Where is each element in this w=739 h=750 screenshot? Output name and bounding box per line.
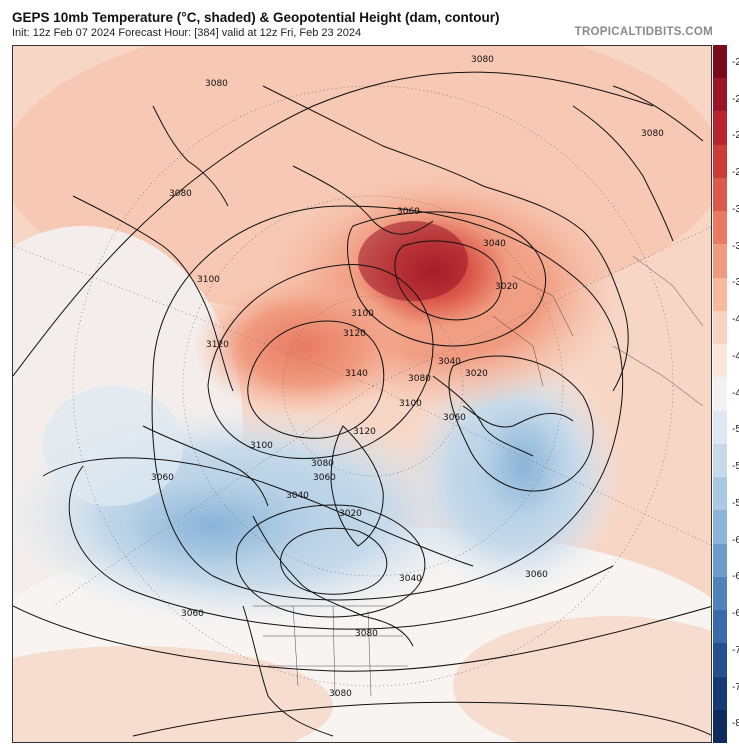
- colorbar-tick-label: -4: [732, 314, 739, 326]
- colorbar-tick-label: -5: [732, 497, 739, 509]
- colorbar-tick-label: -7: [732, 644, 739, 656]
- height-contours: [13, 71, 711, 737]
- contour-label: 3020: [339, 509, 362, 519]
- contour-label: 3100: [399, 399, 422, 409]
- colorbar-swatch: [713, 45, 727, 79]
- colorbar-tick-label: -7: [732, 681, 739, 693]
- contour-labels: 3080 3080 3080 3080 3060 3040 3020 3100 …: [151, 55, 664, 699]
- contour-label: 3100: [197, 275, 220, 285]
- contour-label: 3080: [355, 629, 378, 639]
- colorbar-tick-label: -4: [732, 350, 739, 362]
- contour-label: 3060: [525, 570, 548, 580]
- colorbar-tick-label: -3: [732, 240, 739, 252]
- graticule: [13, 85, 711, 687]
- header: GEPS 10mb Temperature (°C, shaded) & Geo…: [0, 0, 739, 44]
- colorbar-swatch: [713, 244, 727, 279]
- colorbar-tick-label: -4: [732, 387, 739, 399]
- colorbar-swatch: [713, 111, 727, 146]
- contour-label: 3080: [408, 374, 431, 384]
- colorbar-swatch: [713, 443, 727, 478]
- colorbar-tick-label: -6: [732, 608, 739, 620]
- contour-label: 3080: [205, 79, 228, 89]
- contour-label: 3120: [353, 427, 376, 437]
- contour-label: 3060: [151, 473, 174, 483]
- contour-label: 3080: [471, 55, 494, 65]
- contour-label: 3140: [345, 369, 368, 379]
- colorbar-tick-label: -3: [732, 203, 739, 215]
- contour-label: 3040: [399, 574, 422, 584]
- site-brand[interactable]: TROPICALTIDBITS.COM: [574, 26, 713, 38]
- map-panel: 3080 3080 3080 3080 3060 3040 3020 3100 …: [12, 45, 712, 743]
- colorbar-swatch: [713, 410, 727, 445]
- contour-label: 3120: [343, 329, 366, 339]
- colorbar-swatch: [713, 610, 727, 644]
- colorbar-swatch: [713, 211, 727, 245]
- colorbar-tick-label: -3: [732, 277, 739, 289]
- contour-label: 3020: [495, 282, 518, 292]
- colorbar-swatch: [713, 78, 727, 112]
- contour-label: 3040: [286, 491, 309, 501]
- contour-label: 3060: [397, 207, 420, 217]
- colorbar-tick-label: -2: [732, 167, 739, 179]
- colorbar-swatch: [713, 543, 727, 578]
- colorbar-swatch: [713, 510, 727, 545]
- contour-label: 3060: [181, 609, 204, 619]
- contour-label: 3060: [443, 413, 466, 423]
- colorbar-tick-label: -6: [732, 534, 739, 546]
- colorbar-swatch: [713, 377, 727, 412]
- forecast-info: Init: 12z Feb 07 2024 Forecast Hour: [38…: [12, 27, 362, 39]
- contour-label: 3080: [169, 189, 192, 199]
- contour-label: 3080: [641, 129, 664, 139]
- contour-label: 3100: [250, 441, 273, 451]
- colorbar-swatch: [713, 144, 727, 179]
- colorbar-swatch: [713, 643, 727, 678]
- contour-label: 3080: [329, 689, 352, 699]
- warm-anomaly-arctic: [193, 276, 413, 416]
- boundaries: [253, 255, 704, 697]
- forecast-map: 3080 3080 3080 3080 3060 3040 3020 3100 …: [13, 46, 711, 742]
- colorbar-tick-label: -8: [732, 718, 739, 730]
- colorbar-swatch: [713, 709, 727, 744]
- colorbar-tick-label: -2: [732, 93, 739, 105]
- map-title: GEPS 10mb Temperature (°C, shaded) & Geo…: [12, 10, 500, 25]
- colorbar-swatch: [713, 177, 727, 212]
- colorbar-tick-label: -2: [732, 130, 739, 142]
- temperature-colorbar: [713, 45, 727, 744]
- colorbar-swatch: [713, 676, 727, 711]
- colorbar-swatch: [713, 310, 727, 345]
- colorbar-tick-label: -2: [732, 57, 739, 68]
- colorbar-swatch: [713, 477, 727, 511]
- colorbar-swatch: [713, 576, 727, 611]
- colorbar-tick-label: -5: [732, 424, 739, 436]
- contour-label: 3060: [313, 473, 336, 483]
- contour-label: 3040: [438, 357, 461, 367]
- contour-label: 3040: [483, 239, 506, 249]
- colorbar-swatch: [713, 344, 727, 378]
- contour-label: 3020: [465, 369, 488, 379]
- colorbar-tick-label: -5: [732, 461, 739, 473]
- colorbar-tick-label: -6: [732, 571, 739, 583]
- colorbar-swatch: [713, 277, 727, 312]
- contour-label: 3120: [206, 340, 229, 350]
- coastlines: [72, 85, 704, 737]
- contour-label: 3100: [351, 309, 374, 319]
- contour-label: 3080: [311, 459, 334, 469]
